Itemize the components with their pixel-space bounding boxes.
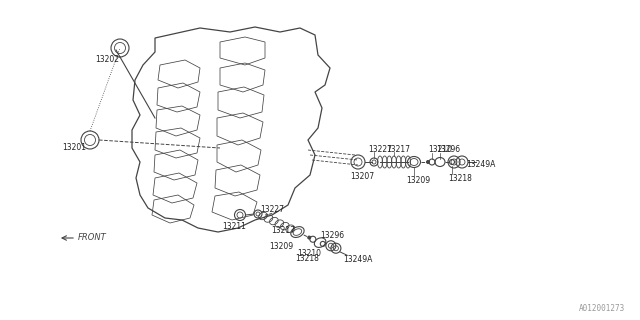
Circle shape [308, 236, 311, 239]
Text: 13218: 13218 [448, 174, 472, 183]
Text: A012001273: A012001273 [579, 304, 625, 313]
Text: 13249A: 13249A [466, 160, 495, 169]
Text: 13210: 13210 [428, 145, 452, 154]
Text: 13201: 13201 [62, 143, 86, 152]
Text: 13249A: 13249A [343, 254, 372, 264]
Text: 13217: 13217 [271, 226, 295, 235]
Text: 13218: 13218 [295, 254, 319, 263]
Text: 13211: 13211 [222, 222, 246, 231]
Text: 13227: 13227 [368, 145, 392, 154]
Text: 13227: 13227 [260, 205, 284, 214]
Text: 13210: 13210 [297, 249, 321, 258]
Circle shape [426, 161, 429, 164]
Text: 13202: 13202 [95, 55, 119, 64]
Text: 13209: 13209 [406, 176, 430, 185]
Text: 13296: 13296 [320, 231, 344, 240]
Text: 13217: 13217 [386, 145, 410, 154]
Text: 13207: 13207 [350, 172, 374, 181]
Text: FRONT: FRONT [78, 234, 107, 243]
Text: 13209: 13209 [269, 242, 294, 251]
Text: 13296: 13296 [436, 145, 460, 154]
